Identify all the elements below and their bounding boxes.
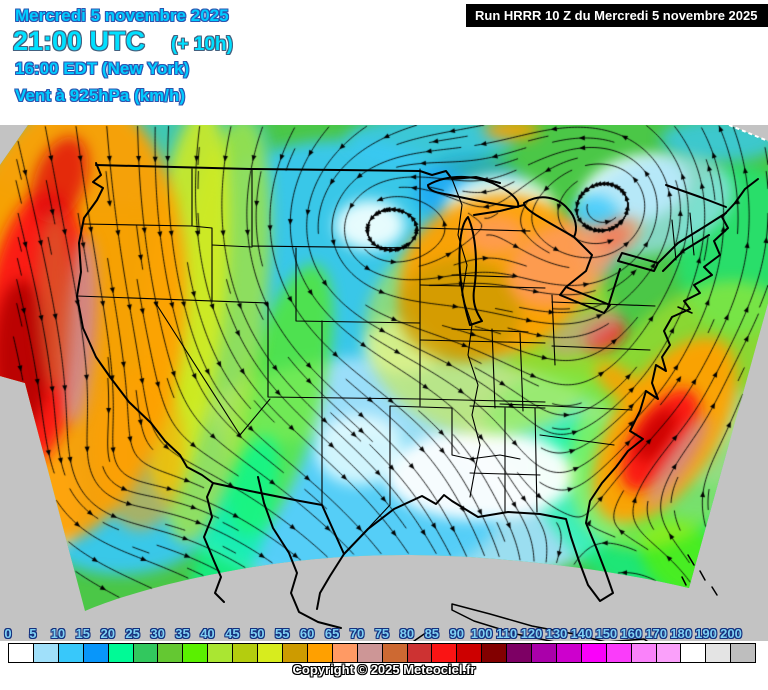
weather-map[interactable] (0, 125, 768, 641)
legend-cell (158, 644, 184, 662)
legend-cell (233, 644, 259, 662)
legend-cell (532, 644, 557, 662)
legend-cell (133, 644, 159, 662)
valid-date-label: Mercredi 5 novembre 2025 (15, 6, 229, 25)
legend-tick-label: 140 (570, 626, 593, 641)
legend-tick-label: 85 (424, 626, 440, 641)
parameter-label: Vent à 925hPa (km/h) (15, 86, 186, 105)
legend-tick-label: 90 (449, 626, 464, 641)
legend-tick-label: 5 (29, 626, 37, 641)
legend-cell (9, 644, 34, 662)
legend-tick-label: 75 (374, 626, 390, 641)
legend-tick-label: 55 (274, 626, 290, 641)
legend-cell (33, 644, 59, 662)
legend-tick-label: 25 (125, 626, 140, 641)
legend-cell (656, 644, 682, 662)
legend-cell (457, 644, 483, 662)
copyright-label: Copyright © 2025 Meteociel.fr (292, 662, 476, 677)
valid-time-local: 16:00 EDT (New York) (15, 59, 190, 78)
legend-tick-label: 40 (200, 626, 215, 641)
legend-tick-label: 65 (324, 626, 340, 641)
legend-cell (108, 644, 134, 662)
legend-bar (8, 643, 756, 663)
streamlines-layer (0, 125, 768, 641)
legend-tick-label: 200 (720, 626, 742, 641)
legend-cell (83, 644, 109, 662)
legend-ticks: 0 5 10 15 20 25 30 35 40 45 50 55 60 65 70 75 80 85 90 100 1… (0, 626, 768, 642)
legend-tick-label: 10 (50, 626, 66, 641)
legend-cell (208, 644, 234, 662)
legend-tick-label: 100 (470, 626, 493, 641)
legend-cell (556, 644, 582, 662)
legend-cell (282, 644, 308, 662)
legend-tick-label: 45 (225, 626, 240, 641)
legend-tick-label: 190 (695, 626, 717, 641)
legend-cell (307, 644, 333, 662)
legend-cell (507, 644, 533, 662)
legend-cell (382, 644, 408, 662)
legend-tick-label: 80 (399, 626, 415, 641)
legend-tick-label: 20 (100, 626, 115, 641)
valid-time-row: 21:00 UTC (+ 10h) (13, 26, 233, 57)
legend-cell (407, 644, 433, 662)
legend-tick-label: 30 (150, 626, 165, 641)
legend-cell (357, 644, 383, 662)
legend-tick-label: 150 (595, 626, 618, 641)
legend-tick-label: 160 (620, 626, 643, 641)
legend-tick-label: 130 (545, 626, 568, 641)
legend-cell (681, 644, 707, 662)
legend-tick-label: 70 (349, 626, 365, 641)
valid-time-utc: 21:00 UTC (13, 26, 146, 56)
legend-cell (58, 644, 84, 662)
legend-cell (706, 644, 732, 662)
legend-tick-label: 170 (645, 626, 668, 641)
forecast-offset: (+ 10h) (171, 34, 233, 55)
legend-cell (482, 644, 508, 662)
legend-tick-label: 60 (299, 626, 315, 641)
legend-cell (631, 644, 657, 662)
legend-tick-label: 180 (670, 626, 692, 641)
legend-tick-label: 50 (250, 626, 265, 641)
legend-cell (258, 644, 283, 662)
legend-tick-label: 35 (175, 626, 190, 641)
legend-tick-label: 15 (75, 626, 91, 641)
legend-cell (183, 644, 209, 662)
legend-cell (332, 644, 358, 662)
legend-tick-label: 120 (520, 626, 543, 641)
legend-tick-label: 110 (496, 626, 518, 641)
legend-cell (432, 644, 458, 662)
model-run-banner: Run HRRR 10 Z du Mercredi 5 novembre 202… (466, 4, 768, 27)
legend-cell (731, 644, 756, 662)
legend-cell (581, 644, 607, 662)
legend-cell (606, 644, 632, 662)
legend-tick-label: 0 (4, 626, 12, 641)
